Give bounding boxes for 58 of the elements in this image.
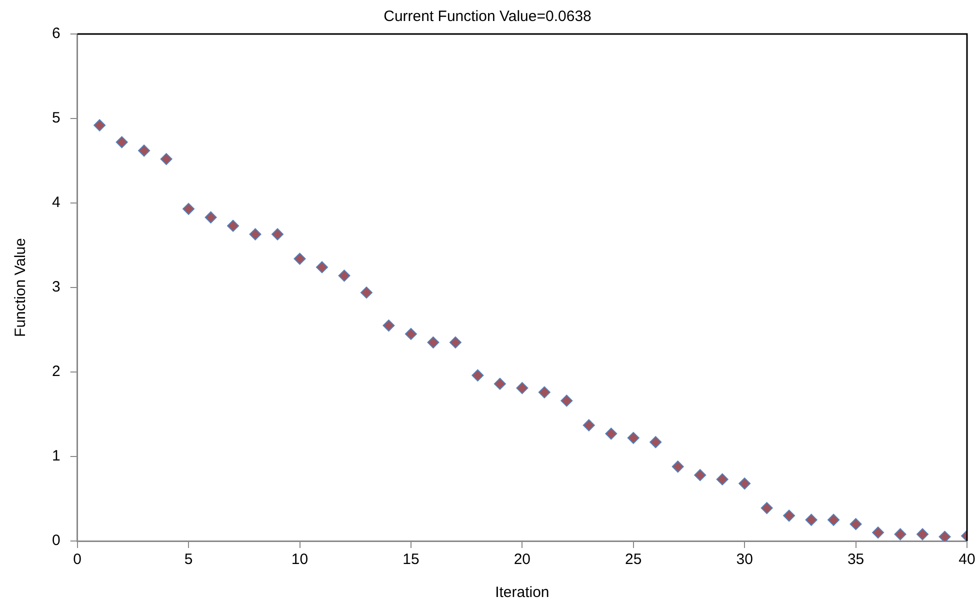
point: [249, 228, 262, 240]
point: [916, 528, 929, 540]
point: [672, 460, 684, 473]
point: [627, 432, 640, 444]
point: [294, 252, 306, 265]
point: [404, 328, 417, 340]
y-tick-label: 2: [52, 363, 60, 380]
x-tick-label: 15: [402, 551, 420, 568]
y-tick-label: 4: [52, 194, 60, 212]
point: [760, 502, 773, 514]
point: [494, 378, 506, 390]
point: [449, 336, 462, 348]
y-tick-label: 6: [52, 25, 60, 42]
point: [716, 473, 728, 486]
point: [316, 261, 328, 274]
point: [338, 270, 350, 282]
point: [427, 336, 440, 348]
x-axis-title: Iteration: [495, 584, 550, 602]
point: [94, 119, 106, 132]
x-tick-label: 20: [514, 551, 531, 568]
point: [227, 220, 240, 232]
point: [138, 144, 150, 157]
point: [805, 514, 818, 526]
point: [538, 386, 550, 398]
y-tick-label: 5: [52, 110, 60, 127]
point: [650, 436, 662, 448]
point: [582, 419, 595, 432]
x-tick-label: 0: [73, 551, 82, 568]
point: [560, 394, 573, 407]
y-axis-title: Function Value: [12, 238, 30, 337]
y-tick-label: 0: [52, 532, 60, 550]
x-tick-label: 25: [625, 551, 642, 568]
point: [783, 510, 796, 522]
point: [850, 518, 862, 530]
point: [160, 153, 172, 166]
point: [828, 514, 840, 526]
point: [204, 211, 217, 224]
point: [872, 526, 884, 539]
y-tick-label: 1: [52, 448, 60, 465]
y-tick-label: 3: [52, 278, 60, 296]
x-tick-label: 5: [184, 551, 193, 568]
point: [516, 382, 528, 394]
point: [694, 469, 706, 482]
x-tick-label: 10: [291, 551, 308, 568]
point: [272, 228, 284, 240]
point: [382, 320, 395, 332]
point: [360, 286, 372, 299]
x-tick-label: 40: [958, 551, 976, 568]
point: [605, 428, 618, 440]
x-tick-label: 35: [847, 551, 864, 568]
point: [116, 136, 128, 148]
point: [938, 530, 951, 541]
point: [894, 528, 906, 540]
x-tick-label: 30: [736, 551, 753, 568]
point: [182, 202, 195, 215]
point: [738, 478, 751, 490]
chart-title: Current Function Value=0.0638: [384, 8, 592, 26]
point: [472, 369, 484, 382]
